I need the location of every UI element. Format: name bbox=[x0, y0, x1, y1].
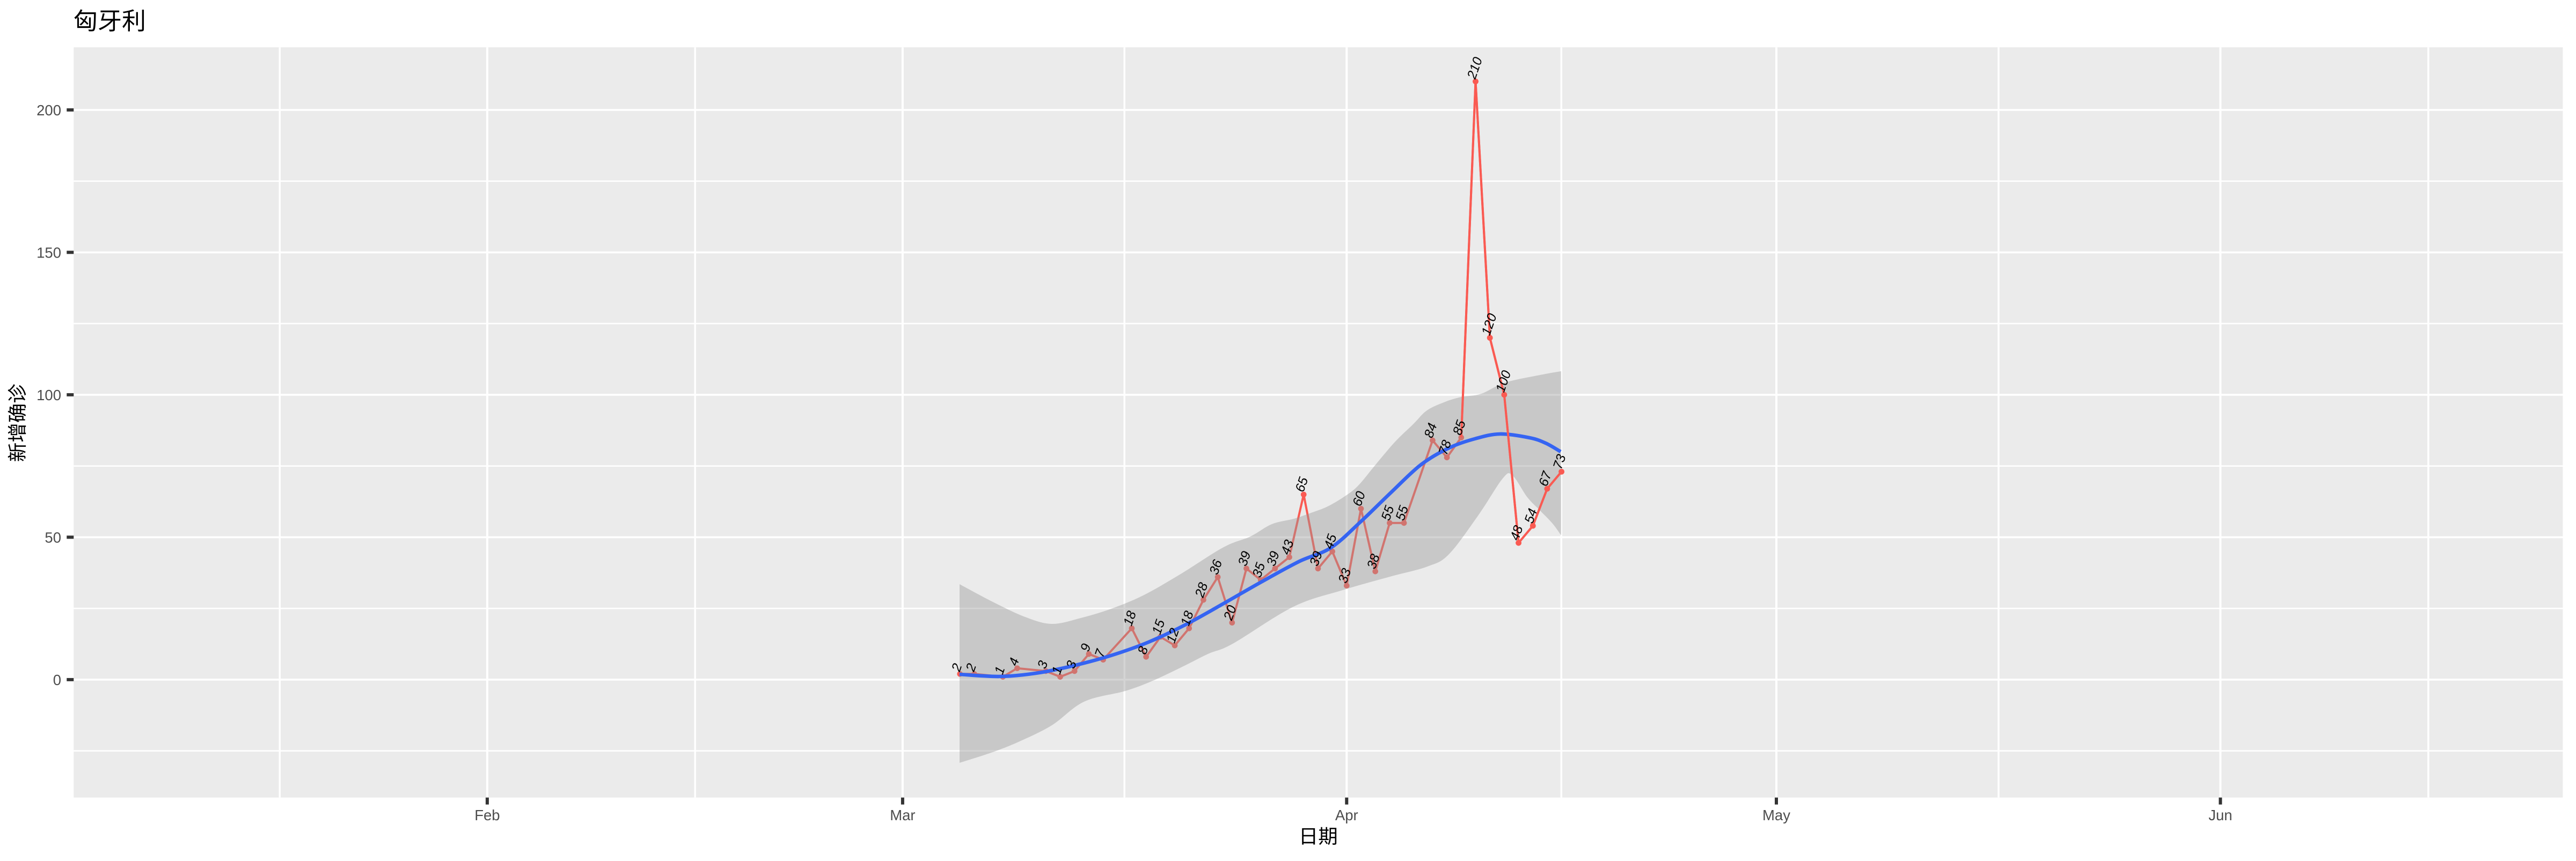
svg-text:Mar: Mar bbox=[890, 807, 915, 823]
svg-text:Feb: Feb bbox=[474, 807, 500, 823]
svg-text:Apr: Apr bbox=[1335, 807, 1358, 823]
svg-text:50: 50 bbox=[45, 529, 61, 546]
svg-text:Jun: Jun bbox=[2208, 807, 2232, 823]
svg-text:100: 100 bbox=[36, 387, 61, 403]
svg-text:200: 200 bbox=[36, 102, 61, 119]
svg-text:May: May bbox=[1762, 807, 1790, 823]
svg-text:0: 0 bbox=[53, 672, 61, 688]
svg-text:150: 150 bbox=[36, 244, 61, 261]
